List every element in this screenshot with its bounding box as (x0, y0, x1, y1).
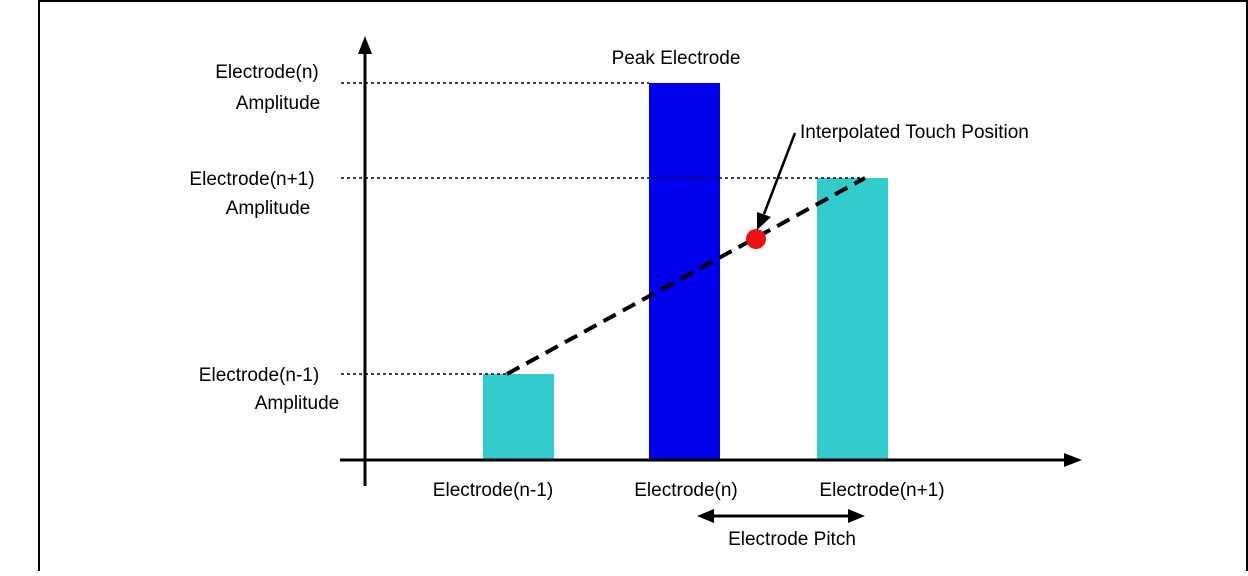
peak-electrode-label: Peak Electrode (612, 48, 741, 69)
electrode-pitch-arrowhead-right (848, 509, 865, 523)
electrode-pitch-label: Electrode Pitch (728, 529, 856, 550)
x-label-electrode-n: Electrode(n) (634, 480, 738, 501)
y-label-electrode-n-plus-1-line1: Electrode(n+1) (189, 169, 314, 190)
x-label-electrode-n-minus-1: Electrode(n-1) (433, 480, 553, 501)
y-label-electrode-n-minus-1-line1: Electrode(n-1) (199, 365, 319, 386)
y-label-electrode-n-minus-1-line2: Amplitude (255, 393, 340, 414)
diagram-frame (38, 0, 1248, 576)
interpolation-dashed-line (506, 176, 866, 376)
touch-pointer-arrowhead (757, 212, 771, 230)
bar-electrode-n (649, 83, 720, 459)
x-axis-arrowhead (1064, 453, 1082, 467)
x-label-electrode-n-plus-1: Electrode(n+1) (819, 480, 944, 501)
interpolated-touch-label: Interpolated Touch Position (800, 122, 1029, 143)
y-label-electrode-n-plus-1-line2: Amplitude (226, 198, 311, 219)
bar-electrode-n-minus-1 (483, 374, 554, 459)
touch-pointer-arrow-line (762, 132, 797, 215)
y-label-electrode-n-line2: Amplitude (236, 93, 321, 114)
electrode-pitch-arrowhead-left (697, 509, 714, 523)
y-axis-arrowhead (358, 36, 372, 54)
interpolated-touch-point (746, 229, 766, 249)
y-label-electrode-n-line1: Electrode(n) (215, 62, 319, 83)
bar-electrode-n-plus-1 (817, 178, 888, 459)
